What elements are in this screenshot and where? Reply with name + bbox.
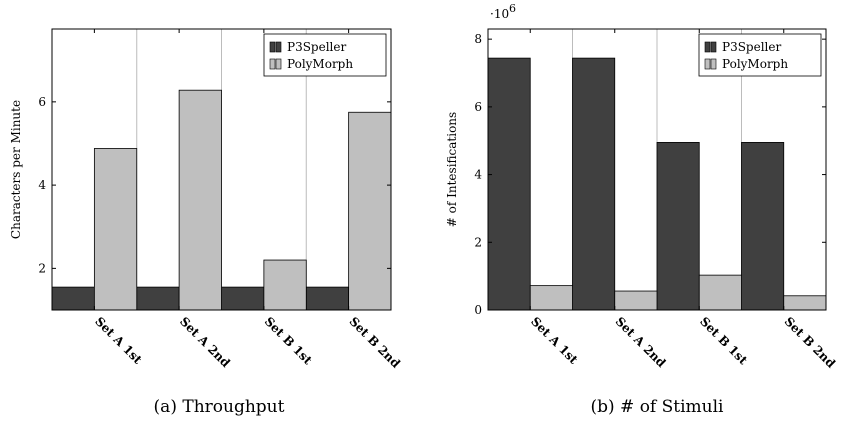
legend-box bbox=[698, 33, 822, 77]
chart-1: 2 4 6 Set A 1st Set A 2nd Set B 1st Set B 2nd C… bbox=[9, 28, 404, 417]
bar-polymorph-3 bbox=[698, 274, 742, 311]
legend-label: P3Speller bbox=[287, 40, 346, 54]
bar-p3speller-1 bbox=[487, 57, 531, 311]
legend-swatch-b bbox=[275, 58, 282, 70]
bar-polymorph-1 bbox=[529, 285, 573, 311]
legend-swatch-a bbox=[704, 41, 711, 53]
bar-p3speller-2 bbox=[136, 286, 180, 311]
category-label: Set A 2nd bbox=[177, 314, 233, 370]
y-tick-label: 4 bbox=[38, 178, 46, 192]
y-tick-label: 6 bbox=[38, 95, 46, 109]
category-label: Set A 1st bbox=[92, 314, 145, 367]
y-axis-title: Characters per Minute bbox=[9, 100, 23, 239]
legend-swatch-b bbox=[710, 58, 717, 70]
category-label: Set B 2nd bbox=[347, 314, 404, 371]
y-tick-label: 2 bbox=[38, 261, 46, 275]
category-label: Set A 2nd bbox=[613, 314, 669, 370]
bar-polymorph-3 bbox=[263, 259, 307, 311]
bar-p3speller-4 bbox=[741, 142, 785, 311]
legend-swatch-a bbox=[269, 41, 276, 53]
chart-caption: (b) # of Stimuli bbox=[591, 397, 725, 417]
legend-swatch-b bbox=[710, 41, 717, 53]
y-tick-label: 8 bbox=[474, 32, 482, 46]
bar-polymorph-4 bbox=[348, 111, 392, 311]
bar-polymorph-4 bbox=[783, 295, 827, 311]
bar-polymorph-2 bbox=[178, 89, 222, 311]
legend-label: P3Speller bbox=[722, 40, 781, 54]
bar-p3speller-3 bbox=[221, 286, 265, 311]
category-label: Set A 1st bbox=[528, 314, 581, 367]
legend-swatch-a bbox=[704, 58, 711, 70]
bar-p3speller-1 bbox=[51, 286, 95, 311]
legend: P3Speller PolyMorph bbox=[698, 33, 822, 77]
bar-polymorph-1 bbox=[93, 148, 138, 311]
category-label: Set B 2nd bbox=[782, 314, 839, 371]
category-label: Set B 1st bbox=[697, 314, 750, 367]
y-tick-label: 0 bbox=[474, 303, 482, 317]
chart-2: 0 2 4 6 8 Set A 1st Set A 2nd Set B 1st Set B 2n… bbox=[445, 2, 838, 417]
legend-swatch-b bbox=[275, 41, 282, 53]
legend: P3Speller PolyMorph bbox=[263, 33, 387, 77]
plot-frame bbox=[51, 28, 392, 311]
y-axis-title: # of Intesifications bbox=[445, 112, 459, 227]
category-label: Set B 1st bbox=[262, 314, 315, 367]
legend-box bbox=[263, 33, 387, 77]
y-tick-label: 2 bbox=[474, 235, 482, 249]
legend-label: PolyMorph bbox=[722, 57, 788, 71]
chart-caption: (a) Throughput bbox=[154, 397, 285, 417]
y-tick-label: 4 bbox=[474, 168, 482, 182]
y-tick-label: 6 bbox=[474, 100, 482, 114]
bar-p3speller-4 bbox=[305, 286, 350, 311]
y-multiplier-exponent: 6 bbox=[509, 2, 516, 15]
legend-label: PolyMorph bbox=[287, 57, 353, 71]
legend-swatch-a bbox=[269, 58, 276, 70]
plot-frame bbox=[487, 28, 827, 311]
bar-p3speller-2 bbox=[572, 57, 616, 311]
y-multiplier-label: ·10 bbox=[490, 7, 509, 21]
bar-p3speller-3 bbox=[656, 142, 700, 311]
bar-polymorph-2 bbox=[614, 290, 658, 311]
